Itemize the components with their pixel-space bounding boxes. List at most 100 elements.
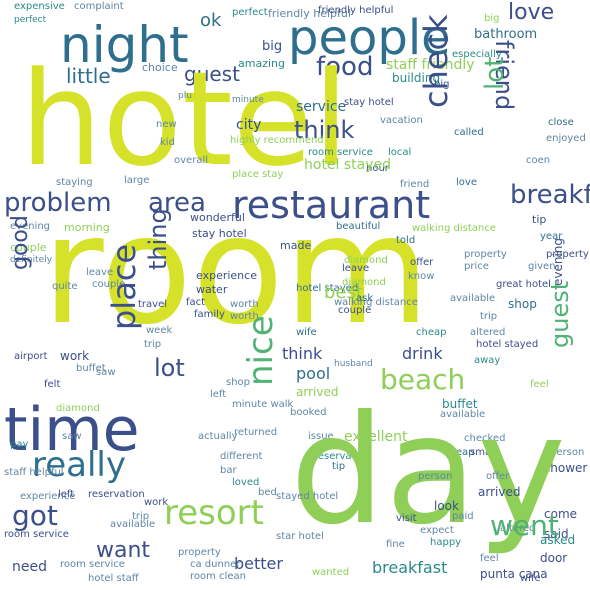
word: star hotel bbox=[276, 531, 324, 542]
word: made bbox=[280, 239, 312, 252]
word: friendly helpful bbox=[268, 7, 351, 20]
word: resort bbox=[164, 493, 264, 533]
word: wife bbox=[296, 327, 317, 338]
word: ask bbox=[356, 293, 374, 304]
word: really bbox=[32, 445, 126, 485]
word: room bbox=[42, 184, 431, 358]
word: overall bbox=[174, 155, 208, 166]
word: especially bbox=[452, 49, 502, 60]
word: excellent bbox=[344, 429, 408, 445]
word: staying bbox=[56, 177, 93, 188]
word: room service bbox=[4, 529, 69, 540]
word: wonderful bbox=[190, 211, 245, 224]
word: left bbox=[210, 389, 227, 400]
word: reservation bbox=[314, 451, 371, 462]
word: property bbox=[546, 249, 589, 260]
word: offer bbox=[410, 257, 434, 268]
word: year bbox=[540, 231, 563, 242]
word: actually bbox=[198, 431, 238, 442]
word: price bbox=[464, 261, 489, 272]
word: fine bbox=[386, 539, 405, 550]
word: expect bbox=[420, 525, 454, 536]
word: available bbox=[450, 293, 496, 304]
word: work bbox=[144, 497, 169, 508]
word: definitely bbox=[10, 255, 53, 265]
word: hotel bbox=[20, 43, 349, 195]
word: worth bbox=[230, 299, 259, 310]
word: ca dunner bbox=[190, 559, 241, 570]
word: large bbox=[124, 175, 150, 186]
word: shop bbox=[226, 377, 251, 388]
word: available bbox=[110, 519, 156, 530]
word: thing bbox=[144, 208, 172, 270]
word: stay hotel bbox=[344, 97, 394, 108]
word: beautiful bbox=[336, 221, 381, 232]
word: trip bbox=[144, 339, 162, 350]
word: bar bbox=[220, 465, 237, 476]
word: leave bbox=[86, 267, 114, 278]
word: look bbox=[434, 499, 459, 513]
word: room service bbox=[308, 147, 373, 158]
word: door bbox=[540, 551, 568, 565]
word: issue bbox=[308, 431, 334, 442]
word: visit bbox=[396, 513, 417, 524]
word: asked bbox=[540, 533, 576, 547]
word: choice bbox=[142, 61, 178, 74]
word: people bbox=[288, 10, 451, 66]
word: stay hotel bbox=[192, 227, 247, 240]
word: hotel stayed bbox=[476, 339, 539, 350]
word: hour bbox=[366, 163, 389, 174]
word: hotel staff bbox=[88, 573, 139, 584]
word: happy bbox=[430, 537, 462, 548]
word: local bbox=[388, 147, 412, 158]
word: available bbox=[440, 409, 486, 420]
word: diamond bbox=[56, 403, 100, 414]
word: worth bbox=[230, 311, 259, 322]
word: offer bbox=[486, 471, 510, 482]
word: trip bbox=[132, 511, 150, 522]
word: day bbox=[290, 384, 566, 558]
word: wife bbox=[520, 573, 541, 584]
word: experience bbox=[196, 269, 257, 282]
word: shop bbox=[508, 297, 537, 311]
word: felt bbox=[44, 379, 61, 390]
word: tip bbox=[532, 213, 547, 226]
word: guest bbox=[546, 280, 574, 348]
word: minute walk bbox=[232, 399, 294, 410]
word: highly recommend bbox=[230, 135, 324, 146]
word: kid bbox=[160, 137, 175, 148]
word: nice bbox=[241, 315, 281, 386]
word: cheap bbox=[444, 447, 475, 458]
word: feel bbox=[480, 553, 499, 564]
word: fact bbox=[186, 297, 206, 308]
word: beach bbox=[380, 363, 466, 396]
word: went bbox=[490, 509, 559, 542]
word: experience bbox=[20, 491, 76, 502]
word: best bbox=[324, 282, 363, 303]
word: restaurant bbox=[232, 183, 431, 227]
word: hotel stayed bbox=[304, 157, 392, 173]
word: couple bbox=[10, 241, 47, 254]
word: food bbox=[316, 52, 374, 82]
word: shower bbox=[544, 461, 588, 475]
word: family bbox=[194, 309, 225, 320]
word: lot bbox=[154, 354, 185, 382]
word: come bbox=[544, 507, 578, 521]
word: complaint bbox=[74, 1, 124, 12]
word: enjoyed bbox=[546, 133, 586, 144]
word: couple bbox=[338, 305, 372, 316]
word: arrived bbox=[296, 385, 339, 399]
word: perfect bbox=[232, 7, 268, 18]
word: breakfast bbox=[510, 180, 590, 210]
word: evening bbox=[551, 237, 565, 286]
word: great hotel bbox=[496, 279, 551, 290]
word: room clean bbox=[190, 571, 246, 582]
word: checked bbox=[464, 433, 506, 444]
word: week bbox=[146, 325, 173, 336]
word: perfect bbox=[14, 15, 47, 25]
word: minute bbox=[232, 95, 264, 105]
word: know bbox=[408, 271, 435, 282]
word: got bbox=[12, 499, 58, 532]
word: lot bbox=[480, 56, 510, 90]
